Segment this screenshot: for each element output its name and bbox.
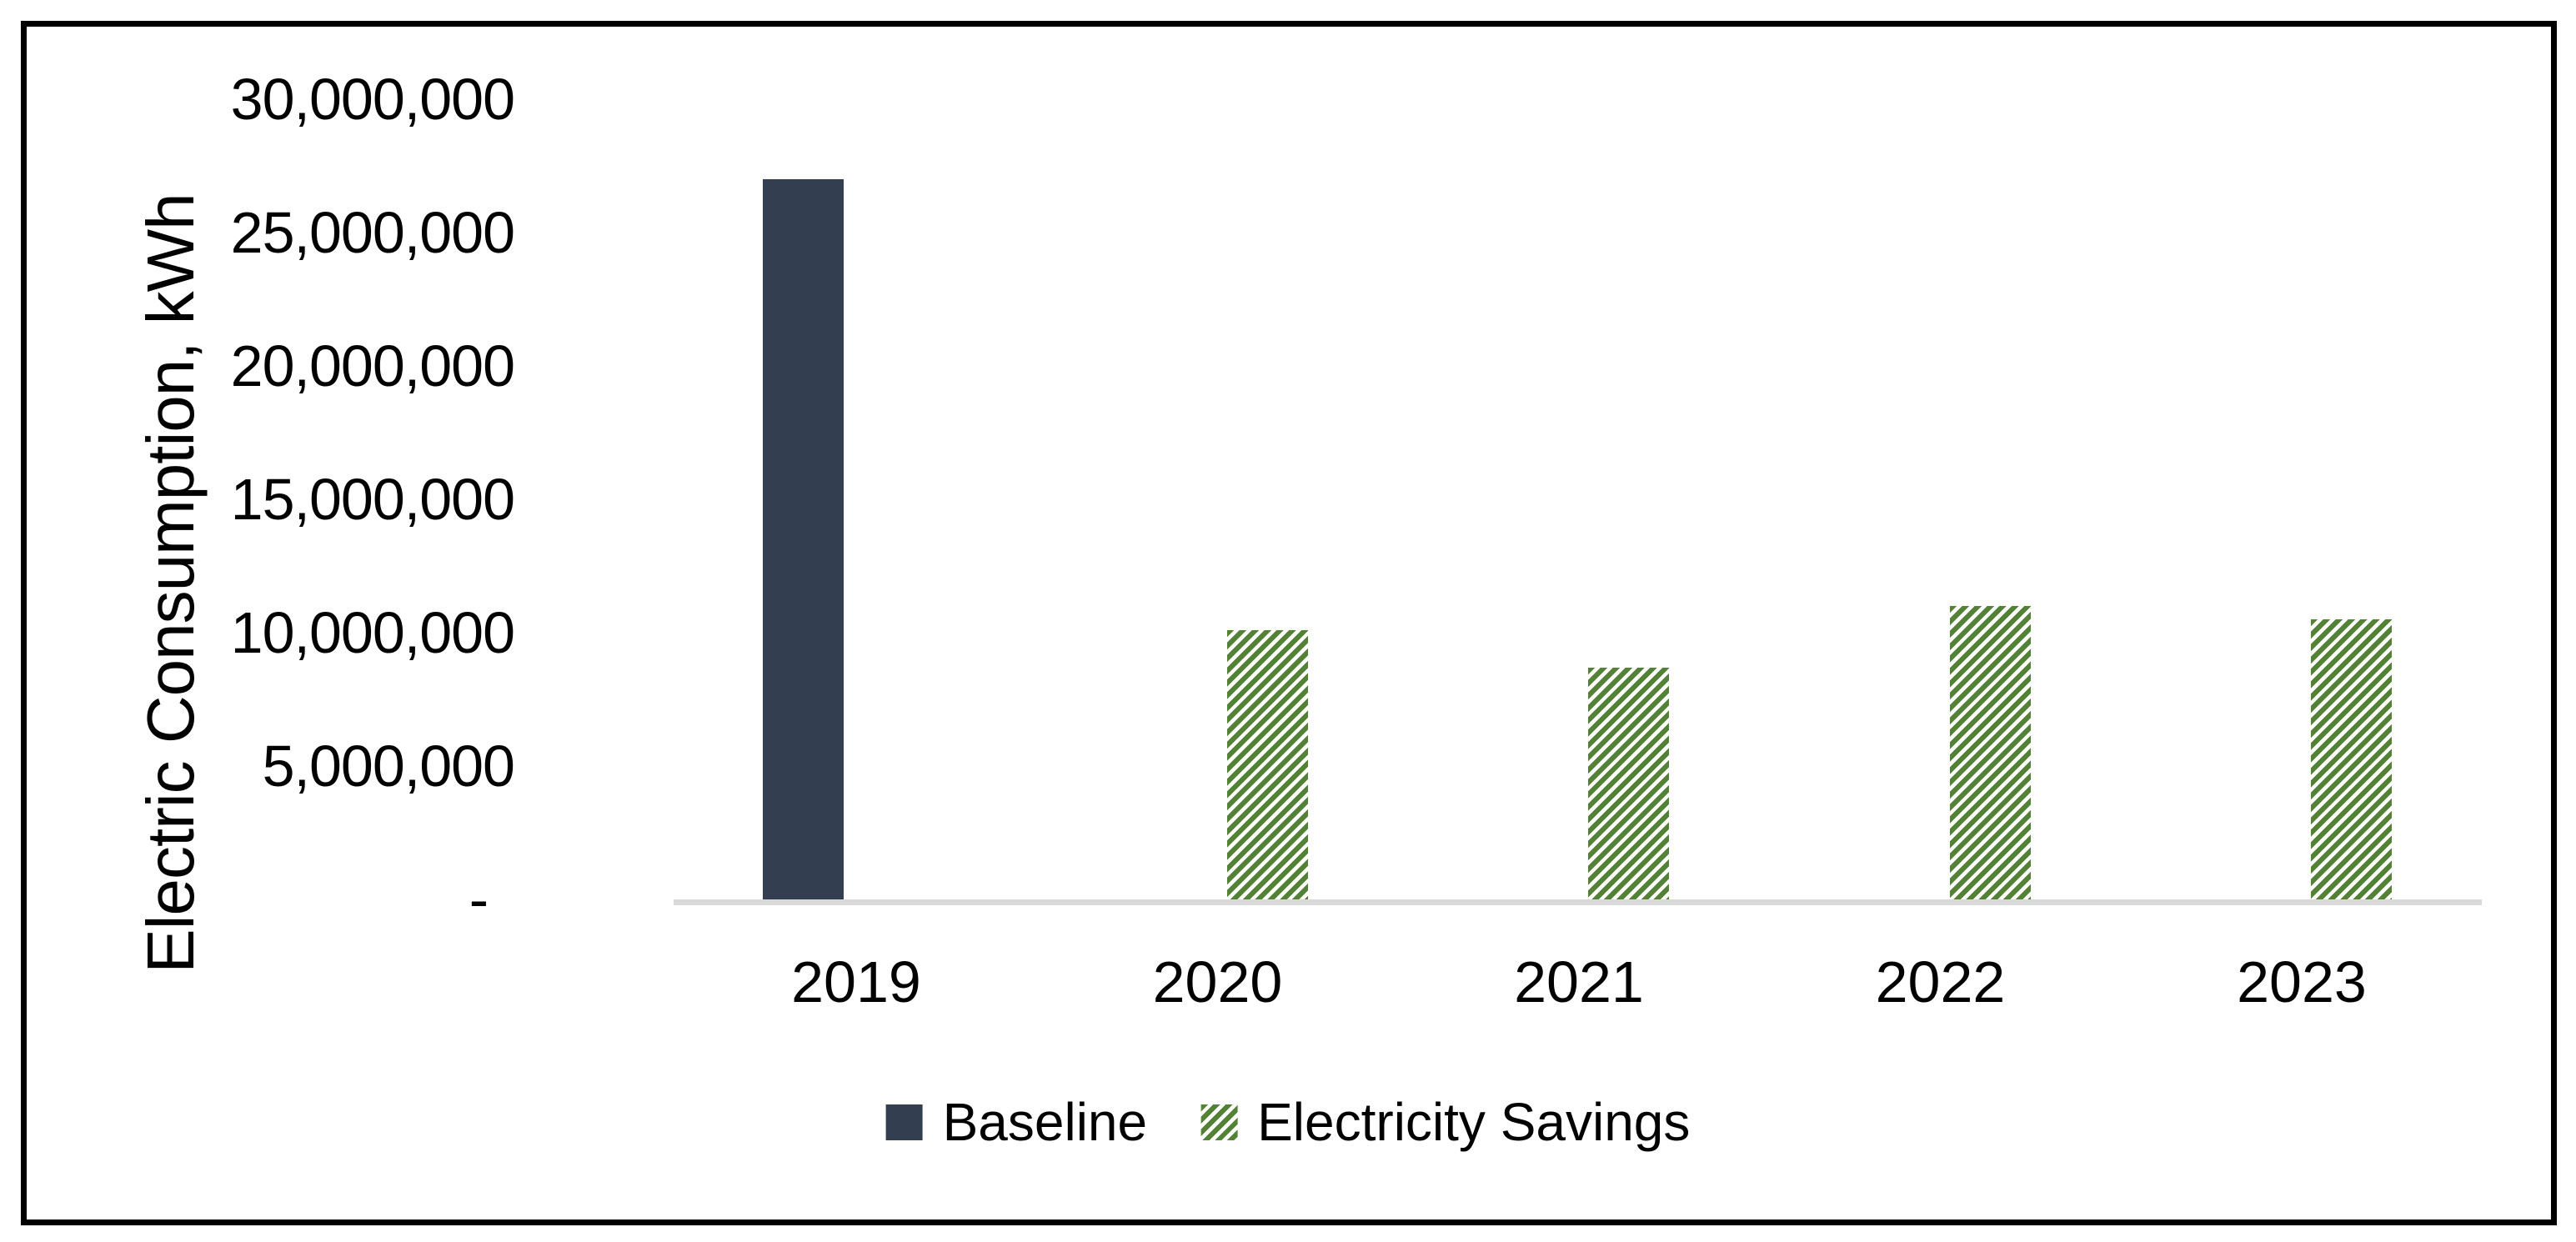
legend-swatch-electricity-savings-icon [1200,1104,1238,1140]
x-label-2020: 2020 [1152,949,1283,1014]
y-tick-label-3: 15,000,000 [230,467,515,532]
y-tick-label-5: 5,000,000 [262,734,515,799]
y-axis-title: Electric Consumption, kWh [133,193,208,974]
bar-electricity-savings-2021 [1588,668,1669,899]
y-tick-label-0: 30,000,000 [230,67,515,132]
bar-electricity-savings-2023 [2311,619,2392,899]
y-tick-label-2: 20,000,000 [230,333,515,398]
legend-item-baseline: Baseline [885,1090,1148,1154]
y-tick-label-4: 10,000,000 [230,600,515,665]
legend-swatch-baseline-icon [885,1104,923,1140]
legend-label-baseline: Baseline [942,1092,1148,1152]
legend-label-electricity-savings: Electricity Savings [1257,1092,1691,1152]
x-label-2022: 2022 [1875,949,2006,1014]
y-tick-label-6: - [469,867,489,932]
y-tick-label-1: 25,000,000 [230,200,515,265]
legend: Baseline Electricity Savings [885,1086,1690,1158]
bar-baseline-2019 [763,179,844,899]
bar-electricity-savings-2020 [1226,630,1308,899]
x-label-2023: 2023 [2237,949,2367,1014]
bar-electricity-savings-2022 [1949,606,2031,899]
x-label-2019: 2019 [791,949,921,1014]
legend-item-electricity-savings: Electricity Savings [1200,1090,1690,1154]
chart-border-frame [21,21,2557,1225]
x-label-2021: 2021 [1514,949,1644,1014]
x-axis-line [674,899,2482,905]
